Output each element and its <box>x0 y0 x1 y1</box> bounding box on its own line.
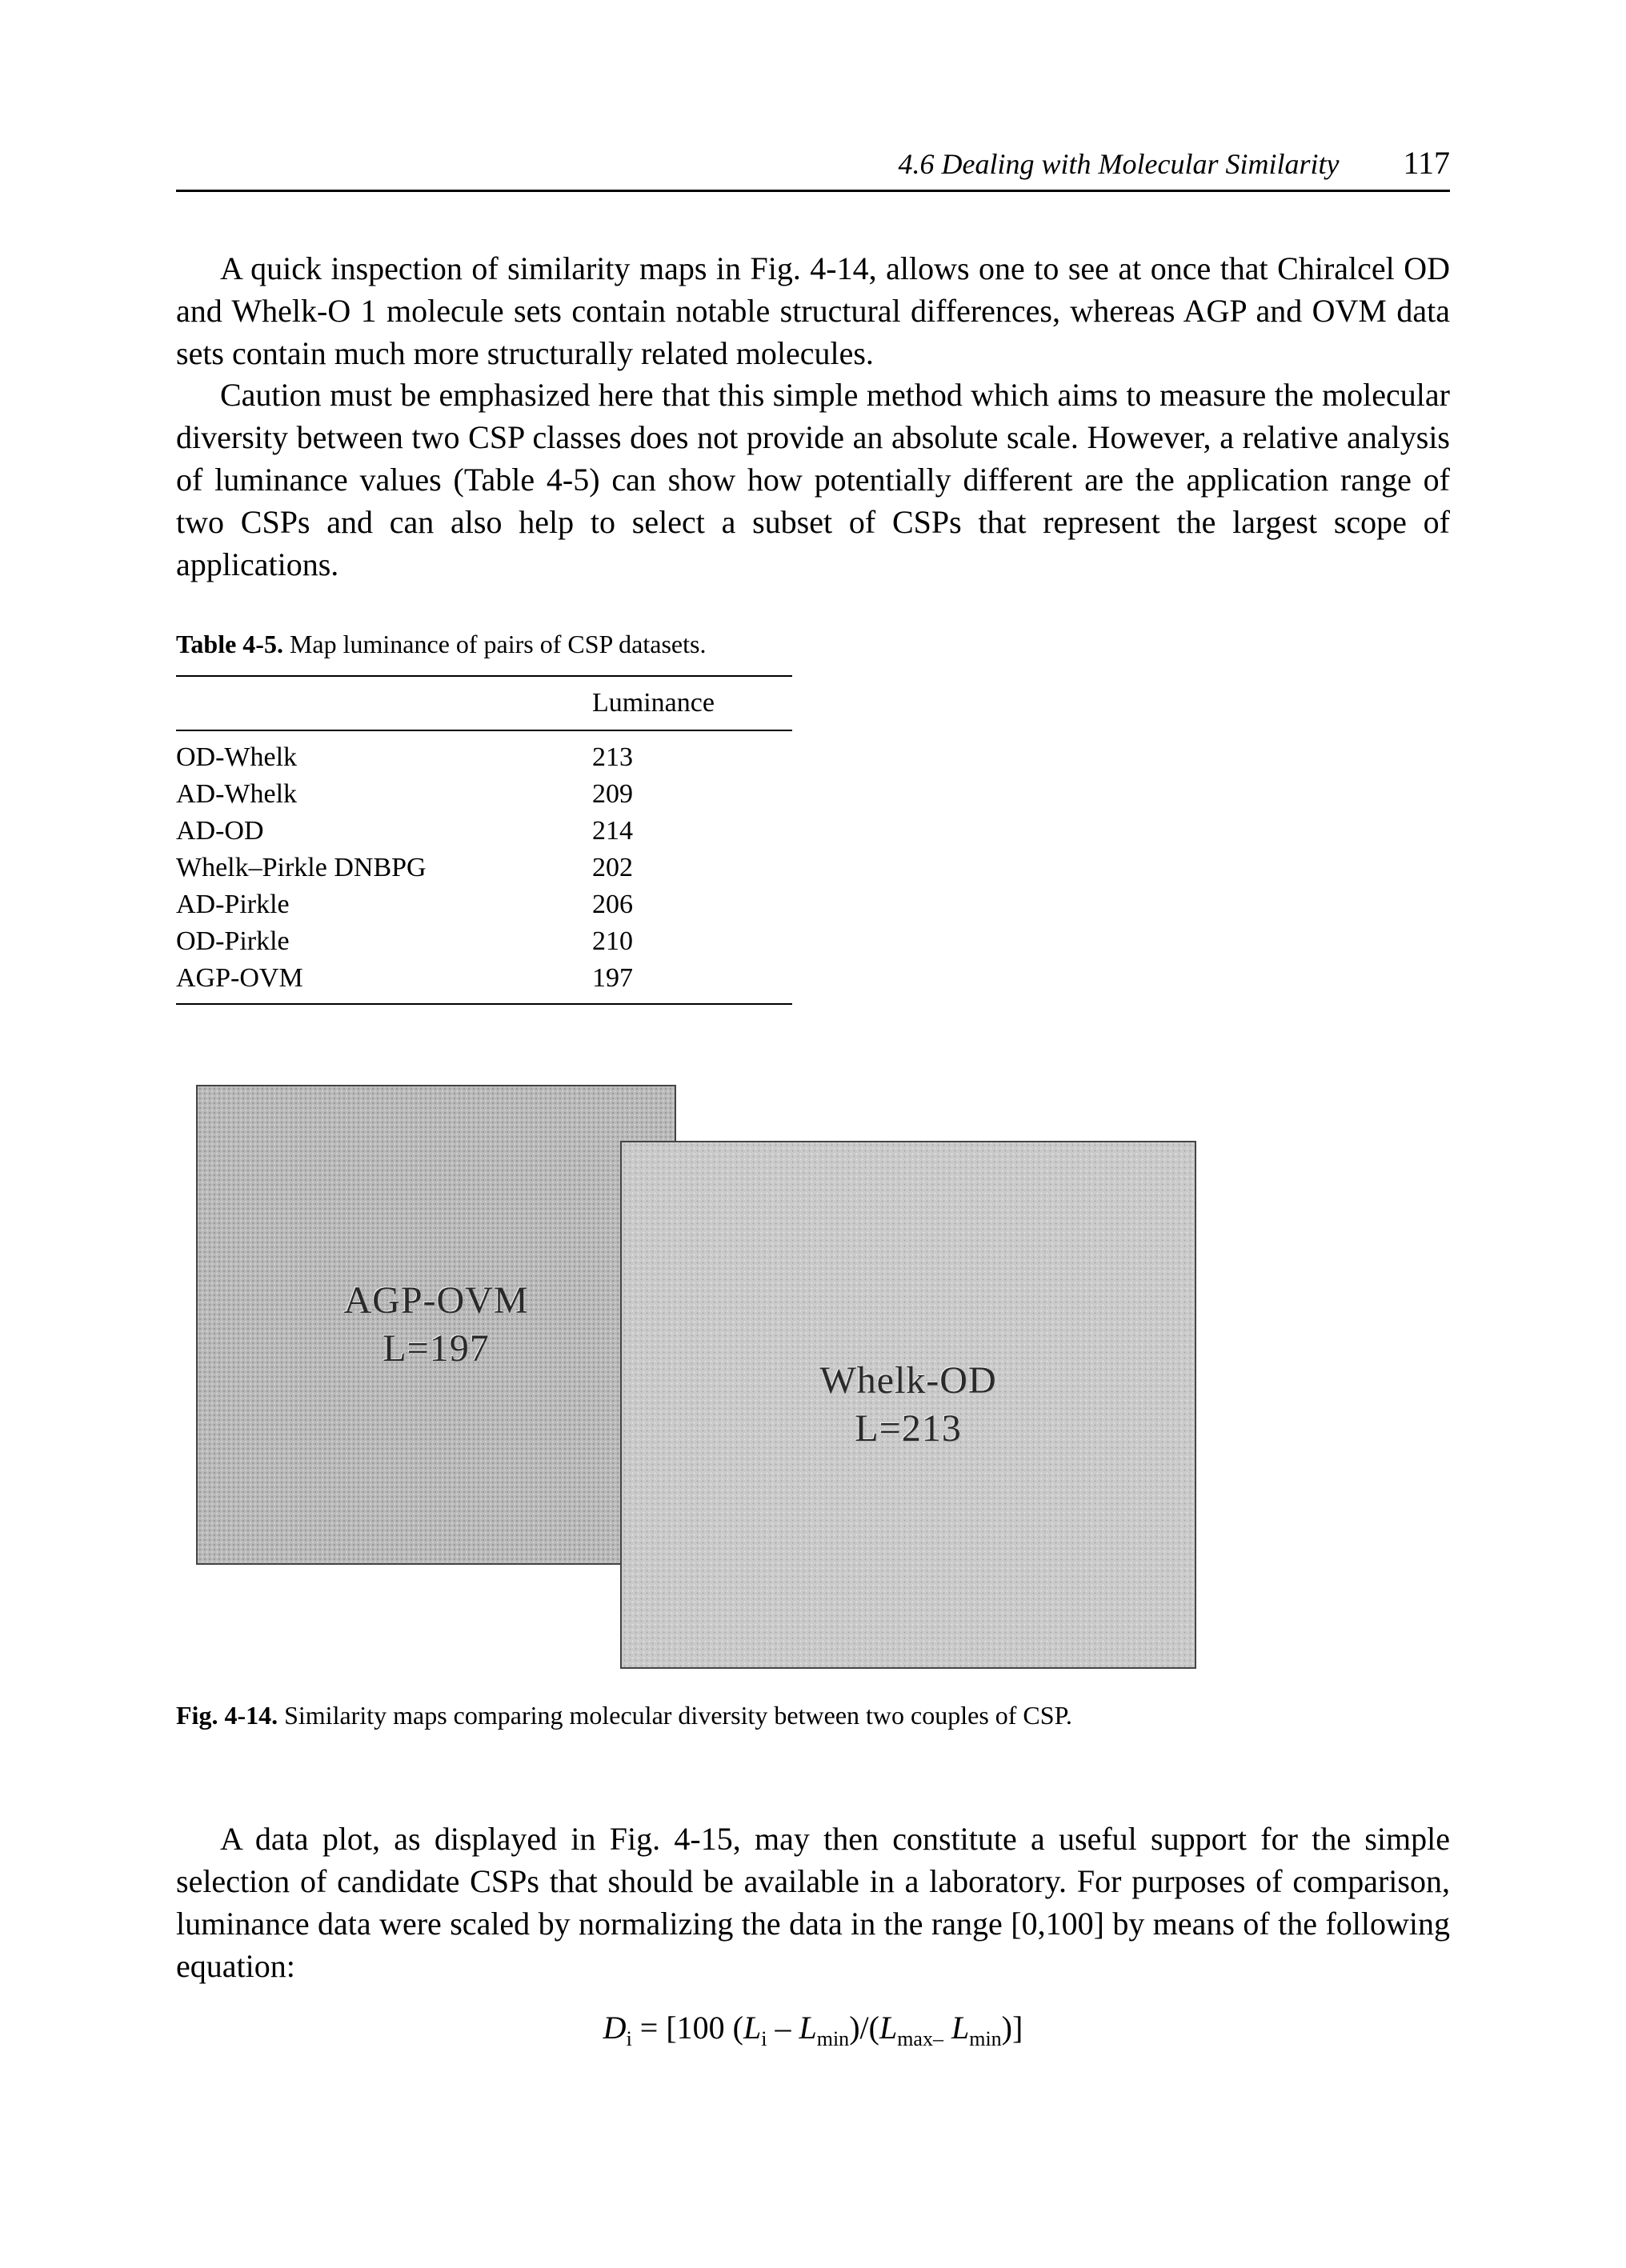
header-section-title: 4.6 Dealing with Molecular Similarity <box>899 147 1340 181</box>
table-caption: Table 4-5. Map luminance of pairs of CSP… <box>176 630 1450 659</box>
table-cell-luminance: 206 <box>592 886 792 923</box>
table-cell-luminance: 197 <box>592 960 792 1004</box>
figure-caption: Fig. 4-14. Similarity maps comparing mol… <box>176 1701 1450 1730</box>
table-block: Table 4-5. Map luminance of pairs of CSP… <box>176 630 1450 1005</box>
header-page-number: 117 <box>1403 144 1450 182</box>
similarity-maps-figure: AGP-OVM L=197 Whelk-OD L=213 <box>196 1085 1196 1669</box>
table-cell-luminance: 214 <box>592 813 792 850</box>
map-label-a-line1: AGP-OVM <box>343 1277 528 1325</box>
running-header: 4.6 Dealing with Molecular Similarity 11… <box>176 144 1450 192</box>
table-row: AGP-OVM197 <box>176 960 792 1004</box>
table-cell-pair: AGP-OVM <box>176 960 592 1004</box>
table-col-luminance: Luminance <box>592 676 792 730</box>
page: 4.6 Dealing with Molecular Similarity 11… <box>0 0 1626 2268</box>
table-cell-luminance: 202 <box>592 850 792 886</box>
table-cell-luminance: 209 <box>592 776 792 813</box>
map-box-whelk-od: Whelk-OD L=213 <box>620 1141 1196 1669</box>
figure-caption-text: Similarity maps comparing molecular dive… <box>284 1701 1072 1730</box>
map-label-a-line2: L=197 <box>382 1325 489 1373</box>
table-col-pair <box>176 676 592 730</box>
map-label-b-line2: L=213 <box>855 1405 961 1453</box>
paragraph-2: Caution must be emphasized here that thi… <box>176 374 1450 586</box>
table-caption-label: Table 4-5. <box>176 630 283 658</box>
table-row: Whelk–Pirkle DNBPG202 <box>176 850 792 886</box>
table-cell-pair: AD-Whelk <box>176 776 592 813</box>
table-cell-pair: OD-Whelk <box>176 730 592 776</box>
equation: Di = [100 (Li – Lmin)/(Lmax– Lmin)] <box>176 2009 1450 2051</box>
table-row: AD-Pirkle206 <box>176 886 792 923</box>
table-cell-pair: AD-Pirkle <box>176 886 592 923</box>
table-row: AD-Whelk209 <box>176 776 792 813</box>
table-cell-luminance: 213 <box>592 730 792 776</box>
table-row: AD-OD214 <box>176 813 792 850</box>
paragraph-3: A data plot, as displayed in Fig. 4-15, … <box>176 1818 1450 1987</box>
table-cell-pair: AD-OD <box>176 813 592 850</box>
map-box-agp-ovm: AGP-OVM L=197 <box>196 1085 676 1565</box>
map-label-b-line1: Whelk-OD <box>819 1357 996 1405</box>
body-paragraphs: A quick inspection of similarity maps in… <box>176 248 1450 586</box>
paragraph-1: A quick inspection of similarity maps in… <box>176 248 1450 374</box>
figure-caption-label: Fig. 4-14. <box>176 1701 278 1730</box>
table-row: OD-Pirkle210 <box>176 923 792 960</box>
table-cell-luminance: 210 <box>592 923 792 960</box>
table-row: OD-Whelk213 <box>176 730 792 776</box>
after-figure-block: A data plot, as displayed in Fig. 4-15, … <box>176 1818 1450 2050</box>
table-cell-pair: OD-Pirkle <box>176 923 592 960</box>
table-header-row: Luminance <box>176 676 792 730</box>
table-cell-pair: Whelk–Pirkle DNBPG <box>176 850 592 886</box>
table-body: OD-Whelk213AD-Whelk209AD-OD214Whelk–Pirk… <box>176 730 792 1004</box>
table-caption-text: Map luminance of pairs of CSP datasets. <box>290 630 707 658</box>
luminance-table: Luminance OD-Whelk213AD-Whelk209AD-OD214… <box>176 675 792 1005</box>
figure-block: AGP-OVM L=197 Whelk-OD L=213 Fig. 4-14. … <box>176 1085 1450 1730</box>
